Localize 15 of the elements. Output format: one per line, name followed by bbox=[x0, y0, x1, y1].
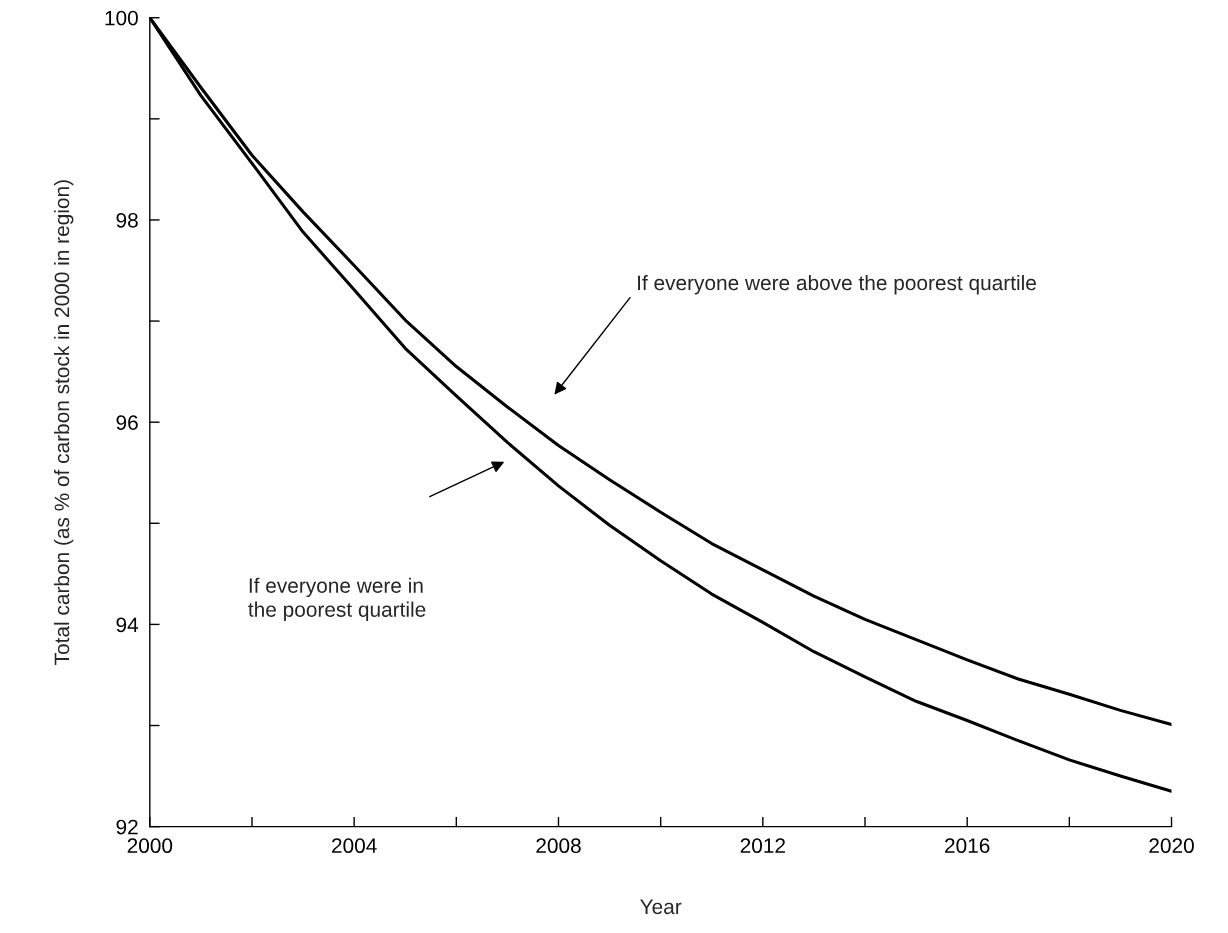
y-tick-label: 96 bbox=[116, 415, 138, 430]
x-tick-label: 2004 bbox=[332, 838, 377, 854]
x-tick-label: 2008 bbox=[536, 838, 581, 854]
annotation: If everyone were in the poorest quartile bbox=[248, 577, 426, 622]
y-tick-label: 94 bbox=[116, 617, 139, 633]
x-tick-label: 2000 bbox=[127, 838, 173, 854]
x-tick-label: 2016 bbox=[945, 838, 990, 854]
annotation: If everyone were above the poorest quartile bbox=[638, 274, 1036, 295]
y-axis-title: Total carbon (as % of carbon stock in 2000 in region) bbox=[53, 180, 74, 665]
y-tick-label: 100 bbox=[105, 10, 138, 26]
y-tick-label: 98 bbox=[116, 212, 138, 228]
y-tick-label: 92 bbox=[116, 819, 138, 835]
x-tick-label: 2012 bbox=[740, 838, 785, 854]
x-tick-label: 2020 bbox=[1149, 838, 1194, 854]
x-axis-title: Year bbox=[640, 899, 682, 915]
